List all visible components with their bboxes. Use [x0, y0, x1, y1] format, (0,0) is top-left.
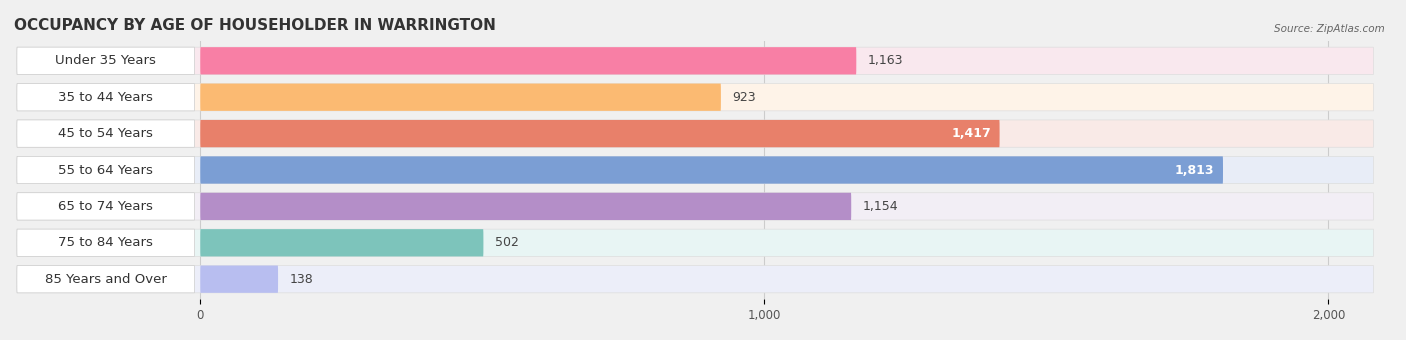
FancyBboxPatch shape: [17, 229, 1374, 256]
Text: Under 35 Years: Under 35 Years: [55, 54, 156, 67]
FancyBboxPatch shape: [17, 47, 1374, 74]
Text: 138: 138: [290, 273, 314, 286]
FancyBboxPatch shape: [17, 229, 194, 256]
Text: 1,154: 1,154: [862, 200, 898, 213]
Text: 55 to 64 Years: 55 to 64 Years: [58, 164, 153, 176]
FancyBboxPatch shape: [200, 156, 1223, 184]
FancyBboxPatch shape: [17, 84, 194, 111]
FancyBboxPatch shape: [17, 266, 194, 293]
FancyBboxPatch shape: [17, 156, 1374, 184]
Text: 85 Years and Over: 85 Years and Over: [45, 273, 167, 286]
FancyBboxPatch shape: [200, 229, 484, 256]
Text: Source: ZipAtlas.com: Source: ZipAtlas.com: [1274, 24, 1385, 34]
Text: OCCUPANCY BY AGE OF HOUSEHOLDER IN WARRINGTON: OCCUPANCY BY AGE OF HOUSEHOLDER IN WARRI…: [14, 18, 496, 33]
FancyBboxPatch shape: [17, 47, 194, 74]
Text: 65 to 74 Years: 65 to 74 Years: [58, 200, 153, 213]
FancyBboxPatch shape: [17, 266, 1374, 293]
Text: 502: 502: [495, 236, 519, 249]
Text: 1,417: 1,417: [952, 127, 991, 140]
Text: 1,813: 1,813: [1175, 164, 1215, 176]
FancyBboxPatch shape: [200, 84, 721, 111]
Text: 1,163: 1,163: [868, 54, 903, 67]
FancyBboxPatch shape: [200, 47, 856, 74]
FancyBboxPatch shape: [17, 193, 194, 220]
FancyBboxPatch shape: [17, 120, 1374, 147]
Text: 35 to 44 Years: 35 to 44 Years: [58, 91, 153, 104]
Text: 923: 923: [733, 91, 756, 104]
Text: 75 to 84 Years: 75 to 84 Years: [58, 236, 153, 249]
FancyBboxPatch shape: [17, 156, 194, 184]
FancyBboxPatch shape: [17, 84, 1374, 111]
FancyBboxPatch shape: [200, 266, 278, 293]
FancyBboxPatch shape: [17, 120, 194, 147]
FancyBboxPatch shape: [17, 193, 1374, 220]
FancyBboxPatch shape: [200, 120, 1000, 147]
FancyBboxPatch shape: [200, 193, 851, 220]
Text: 45 to 54 Years: 45 to 54 Years: [58, 127, 153, 140]
